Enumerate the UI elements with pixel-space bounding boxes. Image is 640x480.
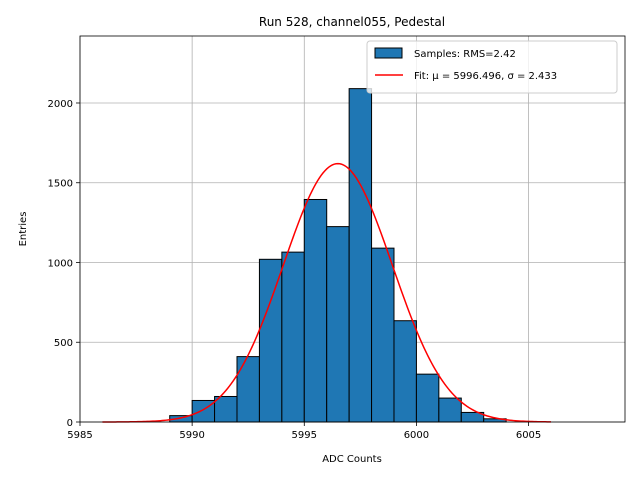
legend-box <box>366 40 618 94</box>
axes-frame <box>79 35 626 423</box>
histogram-bars <box>169 88 507 423</box>
axis-ticks: 5985 5990 5995 6000 6005 0 500 1000 1500 2000 <box>48 99 542 441</box>
x-axis-label: ADC Counts <box>322 454 382 465</box>
x-tick-label: 5995 <box>292 430 317 441</box>
histogram-bar <box>415 373 440 423</box>
histogram-bar <box>371 247 395 423</box>
y-axis-label: Entries <box>18 212 29 247</box>
legend-label-fit: Fit: μ = 5996.496, σ = 2.433 <box>414 71 557 82</box>
histogram-bar <box>214 395 238 423</box>
fit-curve <box>102 162 551 423</box>
histogram-bar <box>258 258 283 423</box>
y-tick-label: 2000 <box>48 99 73 110</box>
x-tick-label: 5985 <box>67 430 92 441</box>
chart-title: Run 528, channel055, Pedestal <box>259 15 445 29</box>
legend-swatch-samples <box>374 47 403 59</box>
histogram-bar <box>281 251 305 423</box>
y-tick-label: 0 <box>67 418 73 429</box>
y-tick-label: 1500 <box>48 179 73 190</box>
histogram-bar <box>236 356 260 423</box>
histogram-bar <box>393 320 417 423</box>
y-tick-label: 500 <box>54 338 73 349</box>
x-tick-label: 6005 <box>516 430 541 441</box>
x-tick-label: 6000 <box>404 430 429 441</box>
histogram-bar <box>438 397 462 423</box>
legend-label-samples: Samples: RMS=2.42 <box>414 49 516 60</box>
x-tick-label: 5990 <box>179 430 204 441</box>
histogram-bar <box>326 226 350 423</box>
histogram-bar <box>348 88 373 423</box>
histogram-bar <box>303 198 328 423</box>
y-tick-label: 1000 <box>48 258 73 269</box>
legend: Samples: RMS=2.42 Fit: μ = 5996.496, σ =… <box>366 40 618 94</box>
